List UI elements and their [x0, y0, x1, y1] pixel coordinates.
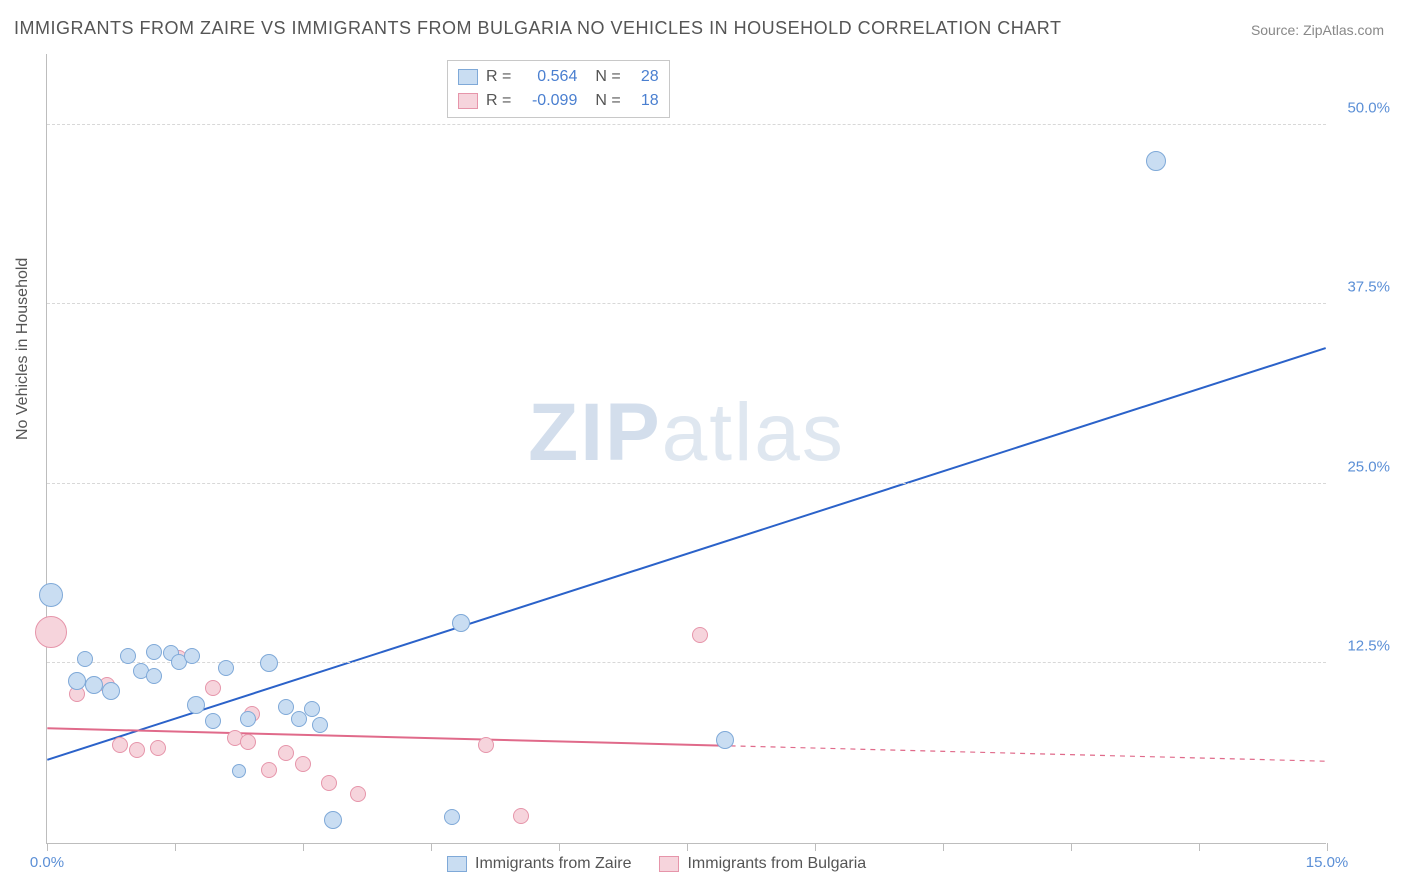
data-point-zaire [184, 648, 200, 664]
x-tick [47, 843, 48, 851]
x-tick [943, 843, 944, 851]
gridline [47, 662, 1326, 663]
x-tick-label: 0.0% [30, 854, 64, 871]
data-point-zaire [444, 809, 460, 825]
chart-title: IMMIGRANTS FROM ZAIRE VS IMMIGRANTS FROM… [14, 18, 1061, 39]
data-point-zaire [452, 614, 470, 632]
data-point-zaire [146, 644, 162, 660]
x-tick [559, 843, 560, 851]
source-attribution: Source: ZipAtlas.com [1251, 22, 1384, 38]
trend-line-zaire [47, 348, 1325, 760]
data-point-bulgaria [692, 627, 708, 643]
data-point-bulgaria [112, 737, 128, 753]
data-point-bulgaria [35, 616, 67, 648]
data-point-bulgaria [350, 786, 366, 802]
x-tick [431, 843, 432, 851]
data-point-bulgaria [321, 775, 337, 791]
y-tick-label: 25.0% [1347, 458, 1390, 475]
data-point-bulgaria [478, 737, 494, 753]
gridline [47, 483, 1326, 484]
trend-line-dashed-bulgaria [721, 746, 1326, 762]
data-point-zaire [304, 701, 320, 717]
data-point-zaire [187, 696, 205, 714]
data-point-bulgaria [295, 756, 311, 772]
data-point-zaire [278, 699, 294, 715]
legend-label: Immigrants from Bulgaria [687, 855, 866, 873]
data-point-zaire [312, 717, 328, 733]
x-tick [687, 843, 688, 851]
data-point-zaire [205, 713, 221, 729]
data-point-zaire [1146, 151, 1166, 171]
data-point-bulgaria [129, 742, 145, 758]
data-point-bulgaria [150, 740, 166, 756]
gridline [47, 124, 1326, 125]
y-tick-label: 12.5% [1347, 638, 1390, 655]
data-point-zaire [85, 676, 103, 694]
trend-line-bulgaria [47, 728, 720, 745]
data-point-bulgaria [205, 680, 221, 696]
y-tick-label: 37.5% [1347, 279, 1390, 296]
data-point-zaire [102, 682, 120, 700]
y-tick-label: 50.0% [1347, 99, 1390, 116]
data-point-zaire [232, 764, 246, 778]
legend-label: Immigrants from Zaire [475, 855, 631, 873]
x-tick [815, 843, 816, 851]
x-tick [1071, 843, 1072, 851]
data-point-zaire [240, 711, 256, 727]
plot-area: ZIPatlas R =0.564N =28R =-0.099N =18 Imm… [46, 54, 1326, 844]
data-point-zaire [120, 648, 136, 664]
legend-item-zaire: Immigrants from Zaire [447, 855, 631, 873]
data-point-bulgaria [240, 734, 256, 750]
legend-swatch [659, 856, 679, 872]
x-tick [1199, 843, 1200, 851]
data-point-bulgaria [261, 762, 277, 778]
x-tick [1327, 843, 1328, 851]
gridline [47, 303, 1326, 304]
x-tick-label: 15.0% [1306, 854, 1349, 871]
data-point-zaire [218, 660, 234, 676]
y-axis-label: No Vehicles in Household [14, 258, 32, 440]
data-point-zaire [68, 672, 86, 690]
legend-item-bulgaria: Immigrants from Bulgaria [659, 855, 866, 873]
data-point-zaire [260, 654, 278, 672]
trend-lines [47, 54, 1326, 843]
data-point-zaire [716, 731, 734, 749]
data-point-bulgaria [278, 745, 294, 761]
data-point-zaire [146, 668, 162, 684]
data-point-bulgaria [513, 808, 529, 824]
data-point-zaire [324, 811, 342, 829]
legend-swatch [447, 856, 467, 872]
x-tick [175, 843, 176, 851]
data-point-zaire [39, 583, 63, 607]
series-legend: Immigrants from Zaire Immigrants from Bul… [447, 855, 866, 873]
x-tick [303, 843, 304, 851]
data-point-zaire [77, 651, 93, 667]
